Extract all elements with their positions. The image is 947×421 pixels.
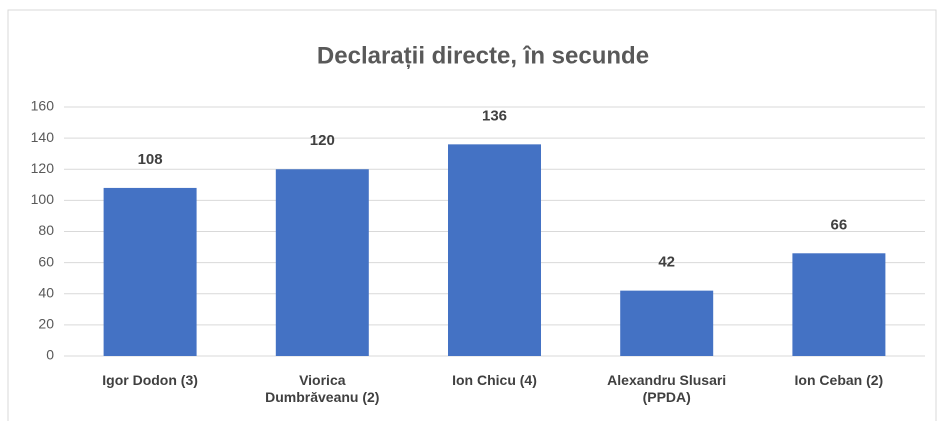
x-tick-label: Viorica Dumbrăveanu (2) bbox=[265, 372, 380, 405]
data-label: 66 bbox=[831, 216, 848, 233]
bar bbox=[103, 187, 197, 356]
y-tick-label: 100 bbox=[31, 191, 55, 207]
y-tick-label: 120 bbox=[31, 160, 55, 176]
data-label: 136 bbox=[482, 107, 507, 124]
bar bbox=[275, 169, 369, 356]
x-tick-label: Igor Dodon (3) bbox=[102, 372, 198, 388]
y-tick-label: 80 bbox=[38, 222, 54, 238]
bar bbox=[448, 144, 541, 356]
y-tick-label: 20 bbox=[38, 316, 54, 332]
bar bbox=[620, 290, 714, 356]
data-label: 42 bbox=[658, 254, 675, 271]
y-tick-label: 0 bbox=[46, 347, 54, 363]
y-tick-label: 160 bbox=[31, 98, 55, 114]
x-tick-label: Ion Ceban (2) bbox=[794, 372, 884, 388]
data-label: 120 bbox=[310, 132, 335, 149]
x-tick-label: Ion Chicu (4) bbox=[452, 372, 537, 388]
data-label: 108 bbox=[138, 151, 163, 168]
y-tick-label: 40 bbox=[38, 284, 54, 300]
chart-title: Declarații directe, în secunde bbox=[317, 42, 649, 69]
bar bbox=[792, 253, 886, 356]
chart-border bbox=[7, 9, 937, 421]
y-tick-label: 140 bbox=[31, 129, 55, 145]
y-tick-label: 60 bbox=[38, 253, 54, 269]
x-tick-label: Alexandru Slusari (PPDA) bbox=[607, 372, 727, 405]
